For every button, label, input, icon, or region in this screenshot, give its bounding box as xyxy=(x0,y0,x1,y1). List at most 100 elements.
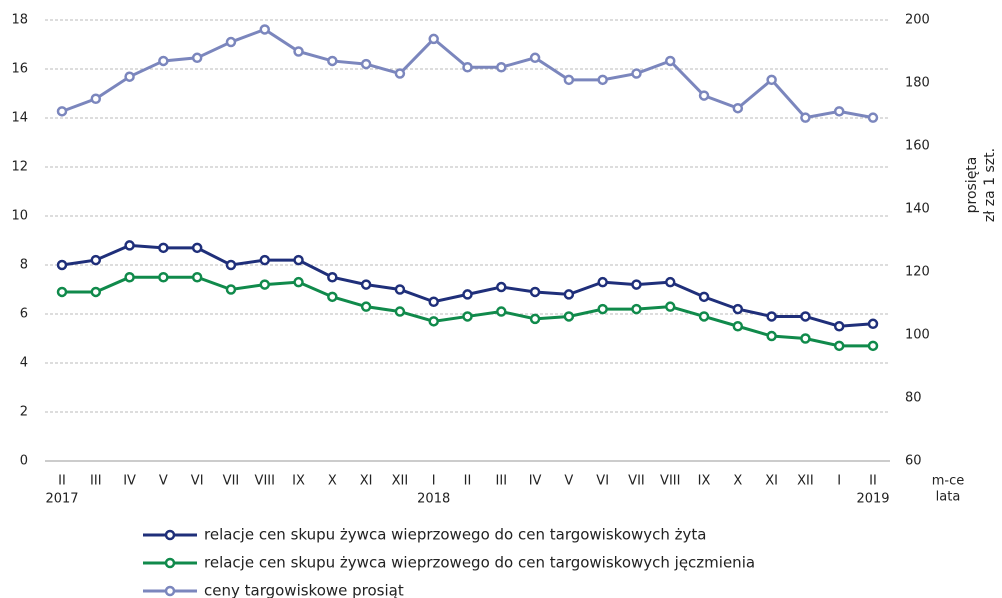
x-tick-label: VI xyxy=(191,474,204,489)
point xyxy=(732,102,744,114)
legend-marker xyxy=(164,557,176,569)
point xyxy=(360,58,372,70)
point xyxy=(732,321,744,332)
point xyxy=(327,291,338,303)
x-tick-label: I xyxy=(837,474,841,489)
year-label: 2017 xyxy=(45,492,78,507)
point xyxy=(293,254,304,266)
legend-marker xyxy=(164,529,176,541)
y-tick-label: 12 xyxy=(11,160,28,175)
point xyxy=(428,316,439,327)
point xyxy=(90,254,102,266)
legend-marker xyxy=(164,585,176,597)
y2-tick-label: 200 xyxy=(905,13,930,28)
y-tick-label: 6 xyxy=(20,307,28,322)
point xyxy=(293,276,304,288)
x-tick-label: IX xyxy=(292,474,305,489)
point xyxy=(496,306,507,317)
point xyxy=(597,74,608,86)
x-tick-label: VIII xyxy=(660,474,680,489)
x-tick-label: VII xyxy=(223,474,240,489)
point xyxy=(158,55,169,67)
y-tick-label: 8 xyxy=(20,258,28,273)
point xyxy=(428,33,439,45)
point xyxy=(698,291,710,303)
point xyxy=(766,74,777,86)
legend-label: relacje cen skupu żywca wieprzowego do c… xyxy=(204,526,707,544)
y2-tick-label: 180 xyxy=(905,76,930,91)
point xyxy=(394,306,406,317)
y2-tick-label: 100 xyxy=(905,328,930,343)
point xyxy=(496,281,507,293)
point xyxy=(293,46,304,57)
point xyxy=(225,259,237,271)
point xyxy=(225,284,237,295)
x-tick-label: X xyxy=(733,474,742,489)
point xyxy=(529,286,541,298)
y-tick-label: 0 xyxy=(20,454,28,469)
x-tick-label: II xyxy=(464,474,472,489)
point xyxy=(800,333,811,344)
y2-axis-label: zł za 1 szt. xyxy=(982,148,998,222)
x-tick-label: IX xyxy=(698,474,711,489)
point xyxy=(496,62,507,73)
x-tick-label: XII xyxy=(392,474,409,489)
y-tick-label: 4 xyxy=(20,356,28,371)
point xyxy=(56,286,68,298)
point xyxy=(631,68,642,79)
point xyxy=(665,301,676,312)
x-tick-label: VI xyxy=(596,474,609,489)
y-tick-label: 16 xyxy=(11,62,28,77)
point xyxy=(124,71,135,82)
x-tick-label: XI xyxy=(360,474,373,489)
point xyxy=(124,272,135,283)
point xyxy=(360,279,372,290)
point xyxy=(732,303,744,315)
point xyxy=(563,74,575,86)
x-tick-label: XI xyxy=(765,474,778,489)
point xyxy=(394,68,406,79)
point xyxy=(800,112,811,123)
x-tick-label: I xyxy=(432,474,436,489)
point xyxy=(259,254,270,266)
point xyxy=(327,55,338,67)
y2-tick-label: 60 xyxy=(905,454,922,469)
y-tick-label: 18 xyxy=(11,13,28,28)
x-tick-label: IV xyxy=(529,474,542,489)
point xyxy=(191,52,203,64)
point xyxy=(462,311,473,322)
x-tick-label: V xyxy=(159,474,168,489)
x-tick-label: VII xyxy=(628,474,645,489)
point xyxy=(698,90,710,101)
year-label: 2019 xyxy=(856,492,889,507)
point xyxy=(867,318,879,330)
point xyxy=(259,24,270,35)
y-tick-label: 10 xyxy=(11,209,28,224)
y2-tick-label: 80 xyxy=(905,391,922,406)
point xyxy=(529,52,541,64)
point xyxy=(833,321,845,332)
x-tick-label: XII xyxy=(797,474,814,489)
point xyxy=(529,313,541,325)
point xyxy=(56,106,68,117)
year-label: 2018 xyxy=(417,492,450,507)
series-line xyxy=(61,27,874,120)
point xyxy=(90,286,102,298)
point xyxy=(766,311,777,322)
y2-tick-label: 120 xyxy=(905,265,930,280)
x-tick-label: IV xyxy=(123,474,136,489)
legend-label: relacje cen skupu żywca wieprzowego do c… xyxy=(204,554,755,572)
x-tick-label: III xyxy=(90,474,102,489)
legend-label: ceny targowiskowe prosiąt xyxy=(204,582,404,598)
x-tick-label: III xyxy=(496,474,508,489)
point xyxy=(259,279,270,290)
point xyxy=(833,106,845,117)
point xyxy=(191,272,203,283)
point xyxy=(800,311,811,322)
x-tick-label: VIII xyxy=(255,474,275,489)
point xyxy=(631,279,642,290)
x-label: m-ce xyxy=(932,474,965,489)
point xyxy=(462,289,473,300)
point xyxy=(124,240,135,251)
point xyxy=(833,340,845,352)
